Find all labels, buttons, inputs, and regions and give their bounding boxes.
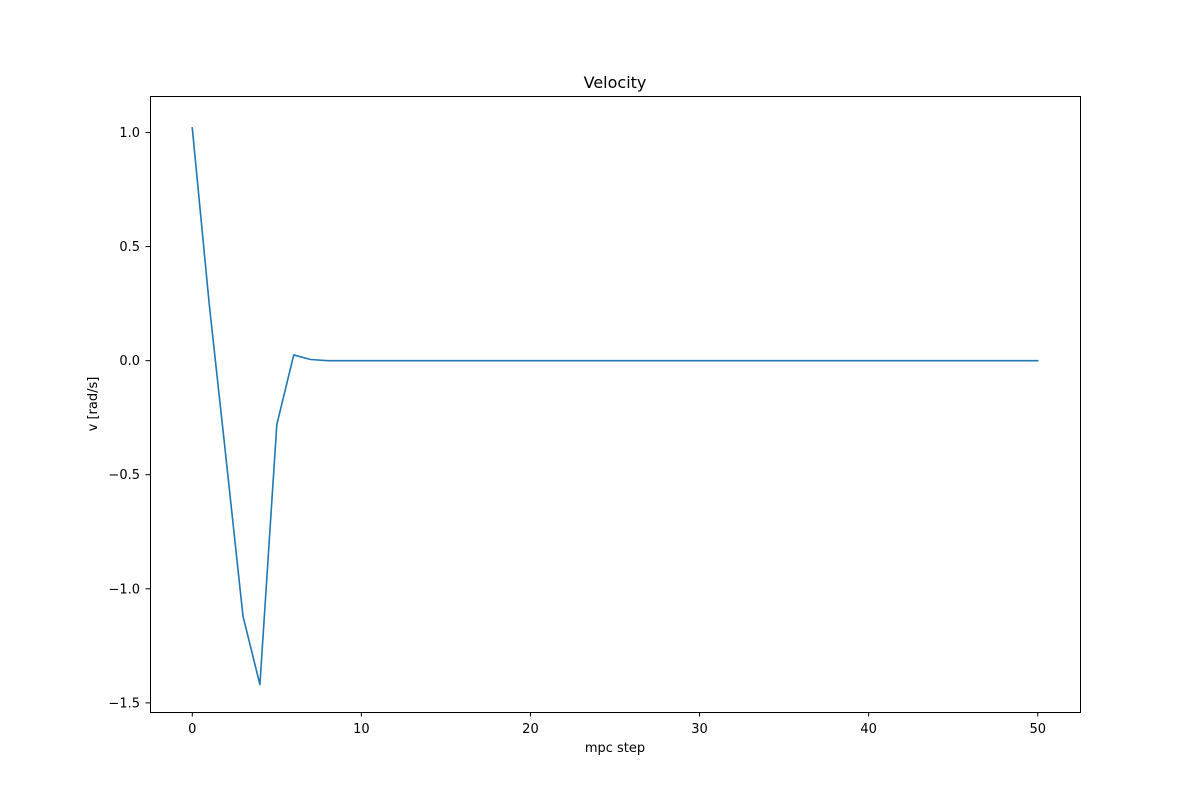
- plot-area: [191, 127, 1039, 686]
- x-tick-label: 0: [188, 722, 196, 737]
- x-tick-label: 30: [691, 722, 708, 737]
- series-line-0: [191, 127, 1039, 686]
- y-tick-label: 0.5: [119, 240, 140, 255]
- y-axis-ticks: −1.5 −1.0 −0.5 0.0 0.5 1.0: [108, 126, 150, 711]
- x-axis-label: mpc step: [585, 741, 645, 756]
- y-tick-label: 1.0: [119, 126, 140, 141]
- x-axis-ticks: 0 10 20 30 40 50: [188, 712, 1046, 737]
- y-tick-label: −1.5: [108, 696, 140, 711]
- y-axis-label: v [rad/s]: [86, 377, 101, 432]
- y-tick-label: −0.5: [108, 468, 140, 483]
- x-tick-label: 40: [860, 722, 877, 737]
- x-tick-label: 50: [1029, 722, 1046, 737]
- y-tick-label: 0.0: [119, 354, 140, 369]
- y-tick-label: −1.0: [108, 582, 140, 597]
- axes-frame: [150, 96, 1081, 713]
- x-tick-label: 10: [353, 722, 370, 737]
- x-tick-label: 20: [522, 722, 539, 737]
- chart-title: Velocity: [584, 73, 647, 92]
